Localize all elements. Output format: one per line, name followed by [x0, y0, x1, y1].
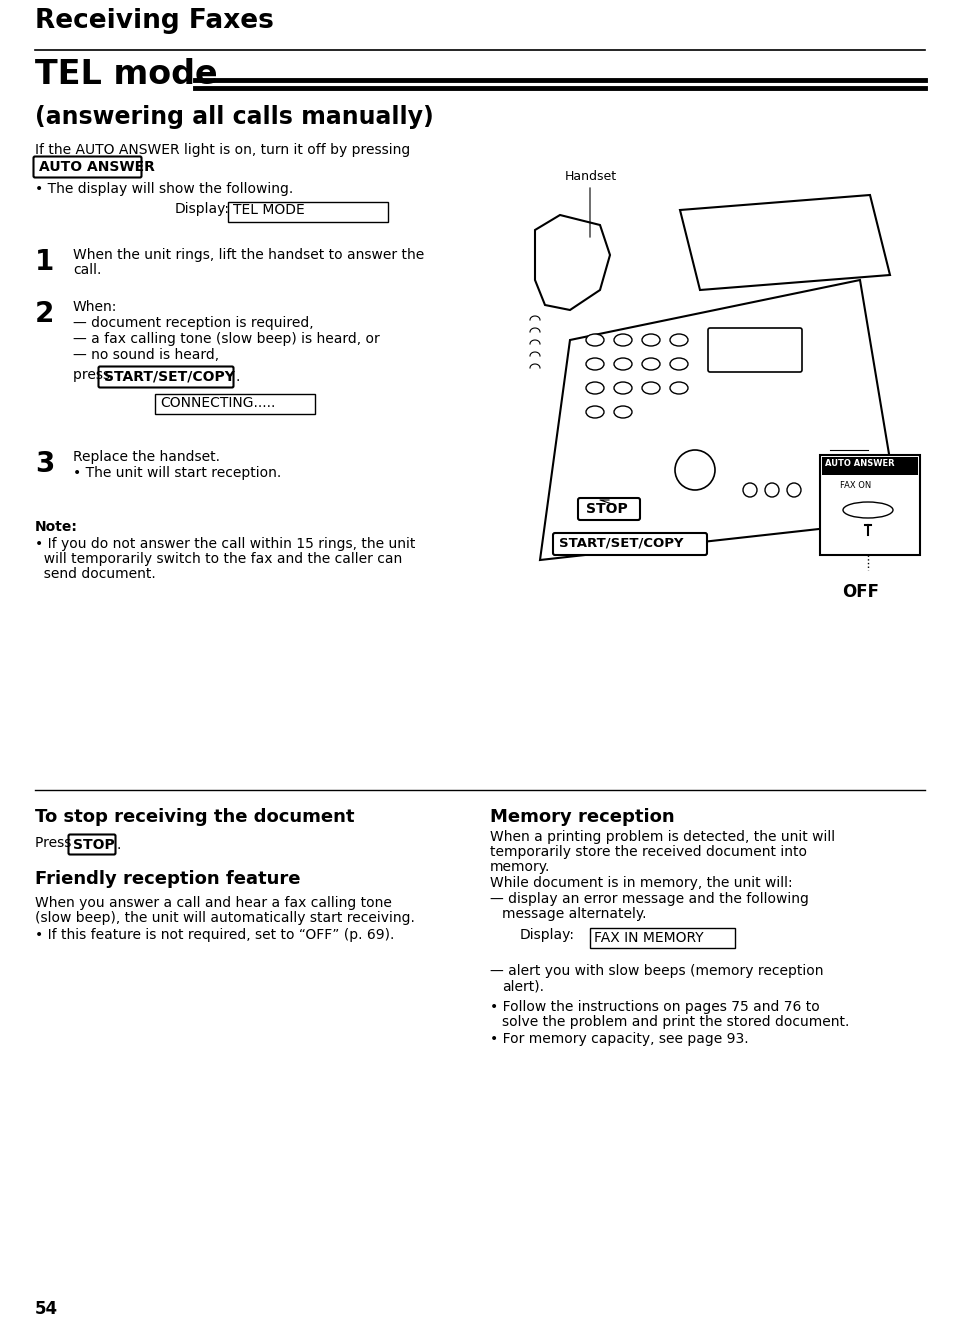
Bar [154, 393, 314, 414]
FancyBboxPatch shape [69, 834, 115, 854]
Text: START/SET/COPY: START/SET/COPY [104, 370, 234, 384]
Polygon shape [535, 215, 609, 310]
Bar [228, 202, 388, 222]
Text: • The display will show the following.: • The display will show the following. [35, 182, 293, 195]
Ellipse shape [614, 381, 631, 393]
Text: When the unit rings, lift the handset to answer the: When the unit rings, lift the handset to… [73, 248, 424, 261]
Ellipse shape [641, 381, 659, 393]
Text: • Follow the instructions on pages 75 and 76 to: • Follow the instructions on pages 75 an… [490, 1001, 819, 1014]
Text: (answering all calls manually): (answering all calls manually) [35, 106, 434, 129]
Text: solve the problem and print the stored document.: solve the problem and print the stored d… [501, 1015, 848, 1030]
FancyBboxPatch shape [578, 498, 639, 520]
Text: send document.: send document. [35, 568, 155, 581]
Text: If the AUTO ANSWER light is on, turn it off by pressing: If the AUTO ANSWER light is on, turn it … [35, 143, 410, 157]
Text: When a printing problem is detected, the unit will: When a printing problem is detected, the… [490, 830, 834, 843]
FancyBboxPatch shape [553, 533, 706, 554]
Text: — no sound is heard,: — no sound is heard, [73, 348, 219, 362]
Polygon shape [539, 280, 899, 560]
Bar [820, 455, 919, 554]
Text: TEL MODE: TEL MODE [233, 203, 304, 216]
Text: Handset: Handset [564, 170, 617, 183]
Ellipse shape [585, 358, 603, 370]
Text: — a fax calling tone (slow beep) is heard, or: — a fax calling tone (slow beep) is hear… [73, 333, 379, 346]
Text: When you answer a call and hear a fax calling tone: When you answer a call and hear a fax ca… [35, 896, 392, 909]
Text: call.: call. [73, 263, 101, 277]
Ellipse shape [669, 334, 687, 346]
Circle shape [742, 483, 757, 498]
Text: TEL mode: TEL mode [35, 58, 217, 91]
Ellipse shape [842, 502, 892, 517]
Ellipse shape [614, 358, 631, 370]
Text: OFF: OFF [841, 583, 878, 601]
FancyBboxPatch shape [707, 327, 801, 372]
Ellipse shape [614, 334, 631, 346]
Text: 1: 1 [35, 248, 54, 276]
Text: STOP: STOP [585, 502, 627, 516]
Text: .: . [117, 838, 121, 851]
Text: — alert you with slow beeps (memory reception: — alert you with slow beeps (memory rece… [490, 964, 822, 978]
Text: Receiving Faxes: Receiving Faxes [35, 8, 274, 34]
Polygon shape [679, 195, 889, 290]
Text: When:: When: [73, 300, 117, 314]
Ellipse shape [641, 334, 659, 346]
Text: AUTO ANSWER: AUTO ANSWER [824, 459, 894, 469]
Text: memory.: memory. [490, 861, 550, 874]
Text: 54: 54 [35, 1300, 58, 1317]
Text: Friendly reception feature: Friendly reception feature [35, 870, 300, 888]
Text: • For memory capacity, see page 93.: • For memory capacity, see page 93. [490, 1032, 748, 1045]
Text: — display an error message and the following: — display an error message and the follo… [490, 892, 808, 906]
Text: • If you do not answer the call within 15 rings, the unit: • If you do not answer the call within 1… [35, 537, 415, 550]
Text: • The unit will start reception.: • The unit will start reception. [73, 466, 281, 480]
Ellipse shape [614, 407, 631, 418]
Text: • If this feature is not required, set to “OFF” (p. 69).: • If this feature is not required, set t… [35, 928, 394, 942]
Bar [589, 928, 734, 948]
Ellipse shape [669, 381, 687, 393]
Ellipse shape [585, 407, 603, 418]
FancyBboxPatch shape [33, 157, 141, 177]
Text: temporarily store the received document into: temporarily store the received document … [490, 845, 806, 859]
Circle shape [764, 483, 779, 498]
Text: FAX ON: FAX ON [840, 480, 870, 490]
Text: press: press [73, 368, 114, 381]
Text: .: . [145, 160, 150, 174]
Ellipse shape [669, 358, 687, 370]
Text: To stop receiving the document: To stop receiving the document [35, 808, 355, 826]
Text: START/SET/COPY: START/SET/COPY [558, 537, 682, 550]
Text: Memory reception: Memory reception [490, 808, 674, 826]
Text: While document is in memory, the unit will:: While document is in memory, the unit wi… [490, 876, 792, 890]
Text: Replace the handset.: Replace the handset. [73, 450, 220, 465]
Text: STOP: STOP [73, 838, 114, 851]
Text: Press: Press [35, 836, 75, 850]
Text: Note:: Note: [35, 520, 78, 535]
Text: CONNECTING.....: CONNECTING..... [160, 396, 275, 411]
Text: (slow beep), the unit will automatically start receiving.: (slow beep), the unit will automatically… [35, 911, 415, 925]
Text: AUTO ANSWER: AUTO ANSWER [39, 160, 154, 174]
Text: Display:: Display: [519, 928, 575, 942]
Text: will temporarily switch to the fax and the caller can: will temporarily switch to the fax and t… [35, 552, 402, 566]
Bar [821, 457, 917, 475]
FancyBboxPatch shape [98, 367, 233, 388]
Text: message alternately.: message alternately. [501, 907, 646, 921]
Text: Display:: Display: [174, 202, 230, 216]
Ellipse shape [585, 334, 603, 346]
Text: alert).: alert). [501, 979, 543, 993]
Ellipse shape [641, 358, 659, 370]
Text: .: . [235, 370, 240, 384]
Text: FAX IN MEMORY: FAX IN MEMORY [594, 931, 703, 945]
Text: 3: 3 [35, 450, 54, 478]
Text: 2: 2 [35, 300, 54, 327]
Circle shape [786, 483, 801, 498]
Text: — document reception is required,: — document reception is required, [73, 315, 314, 330]
Ellipse shape [585, 381, 603, 393]
Circle shape [675, 450, 714, 490]
